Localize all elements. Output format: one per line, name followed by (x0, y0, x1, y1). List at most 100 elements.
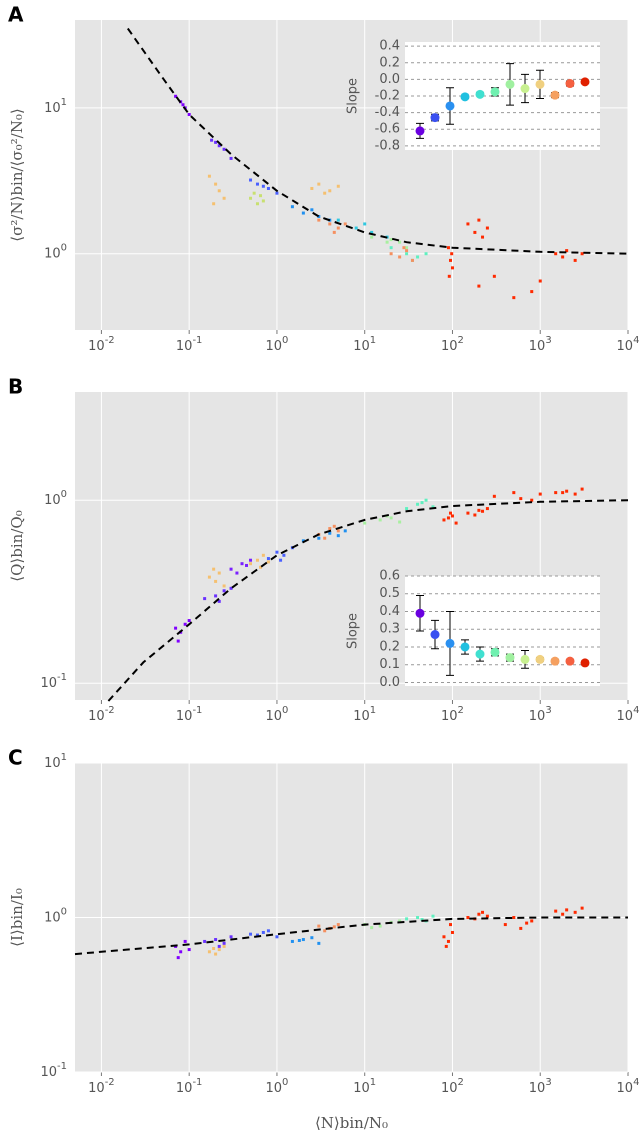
point (222, 196, 226, 200)
inset-tick-label: 0.3 (379, 622, 400, 637)
inset-tick-label: -0.6 (375, 122, 400, 137)
inset-tick-label: -0.8 (375, 138, 400, 153)
point (252, 191, 256, 195)
point (405, 917, 409, 921)
point (481, 235, 485, 239)
point (445, 101, 455, 111)
point (203, 597, 207, 601)
point (415, 126, 425, 136)
point (181, 103, 185, 107)
point (520, 654, 530, 664)
point (460, 92, 470, 102)
point (370, 230, 374, 234)
point (492, 494, 496, 498)
point (481, 509, 485, 513)
inset-y-label: Slope (346, 78, 361, 114)
point (490, 647, 500, 657)
point (416, 255, 420, 259)
point (336, 534, 340, 538)
point (565, 489, 569, 493)
inset-tick-label: -0.4 (375, 105, 400, 120)
point (336, 529, 340, 533)
point (174, 94, 178, 98)
point (301, 938, 305, 942)
point (214, 594, 218, 598)
point (398, 919, 402, 923)
point (415, 608, 425, 618)
tick-label: 101 (353, 705, 376, 724)
point (420, 501, 424, 505)
fit-line (74, 916, 628, 956)
point (317, 214, 321, 218)
point (485, 914, 489, 918)
point (473, 513, 477, 517)
point (530, 919, 534, 923)
point (290, 939, 294, 943)
point (255, 558, 259, 562)
point (249, 932, 253, 936)
point (460, 642, 470, 652)
point (301, 211, 305, 215)
point (255, 202, 259, 206)
point (317, 182, 321, 186)
point (217, 571, 221, 575)
point (266, 560, 270, 564)
point (214, 938, 218, 942)
point (336, 226, 340, 230)
point (323, 929, 327, 933)
inset-tick-label: 0.2 (379, 55, 400, 70)
inset-tick-label: 0.0 (379, 675, 400, 690)
point (261, 553, 265, 557)
tick-label: 102 (441, 1077, 464, 1096)
y-axis-label: ⟨Q⟩bin/Q₀ (8, 510, 26, 581)
point (481, 910, 485, 914)
point (310, 186, 314, 190)
panel-label: A (8, 3, 24, 27)
x-axis-label: ⟨N⟩bin/N₀ (315, 1114, 388, 1132)
point (229, 156, 233, 160)
point (187, 113, 191, 117)
point (385, 240, 389, 244)
point (449, 258, 453, 262)
point (454, 521, 458, 525)
point (323, 536, 327, 540)
point (249, 562, 253, 566)
point (217, 944, 221, 948)
point (222, 941, 226, 945)
inset-tick-label: 0.2 (379, 639, 400, 654)
point (573, 910, 577, 914)
point (266, 929, 270, 933)
point (310, 208, 314, 212)
tick-label: 100 (44, 489, 67, 508)
point (301, 539, 305, 543)
point (275, 935, 279, 939)
point (535, 654, 545, 664)
tick-label: 103 (529, 335, 552, 354)
point (449, 923, 453, 927)
point (183, 622, 187, 626)
point (187, 619, 191, 623)
point (580, 658, 590, 668)
inset-tick-label: 0.6 (379, 569, 400, 584)
point (266, 557, 270, 561)
point (580, 487, 584, 491)
point (378, 518, 382, 522)
tick-label: 104 (617, 705, 640, 724)
point (187, 948, 191, 952)
tick-label: 10-1 (176, 335, 203, 354)
inset-tick-label: 0.5 (379, 586, 400, 601)
point (561, 912, 565, 916)
point (222, 147, 226, 151)
point (466, 511, 470, 515)
point (550, 90, 560, 100)
point (249, 178, 253, 182)
tick-label: 100 (265, 335, 288, 354)
point (235, 571, 239, 575)
inset-tick-label: 0.4 (379, 604, 400, 619)
point (282, 553, 286, 557)
point (317, 536, 321, 540)
point (466, 222, 470, 226)
point (447, 274, 451, 278)
point (297, 938, 301, 942)
